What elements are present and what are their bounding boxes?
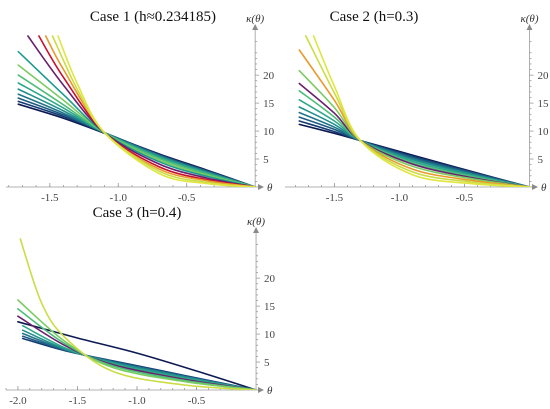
x-tick-label: -0.5 (178, 192, 196, 204)
y-tick-label: 20 (537, 70, 549, 82)
series-line-9 (17, 299, 257, 390)
y-axis-label: κ(θ) (246, 13, 264, 25)
series-group (17, 238, 257, 390)
chart-panel-2: Case 2 (h=0.3) θ κ(θ) -1.5 -1.0 -0.5 5 10 15 20 (285, 9, 549, 204)
series-line-1 (17, 321, 257, 390)
series-line-7 (17, 74, 256, 187)
series-line-11 (38, 35, 256, 187)
y-tick-label: 15 (537, 98, 549, 110)
y-tick-label: 10 (537, 126, 549, 138)
chart-title: Case 3 (h=0.4) (93, 205, 182, 221)
x-axis-label: θ (267, 385, 273, 397)
y-tick-label: 10 (264, 329, 276, 341)
x-tick-label: -1.0 (128, 395, 146, 407)
y-tick-label: 5 (264, 357, 270, 369)
x-tick-label: -1.0 (110, 192, 128, 204)
x-tick-label: -0.5 (188, 395, 206, 407)
y-axis-arrow (526, 24, 533, 30)
y-axis-arrow (253, 227, 260, 233)
y-tick-label: 15 (264, 301, 276, 313)
series-line-13 (51, 35, 256, 187)
x-axis-arrow (258, 184, 264, 190)
series-group (298, 35, 531, 187)
x-tick-label: -1.5 (326, 192, 344, 204)
y-axis-arrow (252, 24, 259, 30)
series-line-7 (298, 90, 531, 187)
y-axis-label: κ(θ) (520, 13, 538, 25)
x-tick-label: -1.5 (41, 192, 59, 204)
series-line-8 (17, 64, 256, 187)
y-tick-label: 5 (263, 154, 269, 166)
series-line-10 (19, 238, 257, 390)
series-line-12 (312, 35, 531, 187)
series-line-4 (17, 93, 256, 187)
series-line-5 (17, 88, 256, 187)
series-line-9 (17, 50, 256, 187)
x-axis-label: θ (541, 182, 547, 194)
chart-panel-3: Case 3 (h=0.4) θ κ(θ) -2.0 -1.5 -1.0 -0.5 5 10 15… (5, 205, 276, 407)
chart-panel-1: Case 1 (h≈0.234185) θ κ(θ) -1.5 -1.0 -0.5 5 10 1… (6, 9, 275, 204)
chart-title: Case 2 (h=0.3) (330, 9, 419, 25)
x-tick-label: -2.0 (9, 395, 27, 407)
x-tick-label: -1.0 (391, 192, 409, 204)
series-line-8 (298, 82, 531, 187)
series-line-6 (298, 99, 531, 187)
x-axis-arrow (258, 387, 264, 393)
x-tick-label: -0.5 (456, 192, 474, 204)
x-axis-label: θ (267, 182, 273, 194)
chart-title: Case 1 (h≈0.234185) (90, 9, 216, 25)
y-tick-label: 20 (264, 273, 276, 285)
series-line-14 (57, 35, 256, 187)
y-tick-label: 15 (263, 98, 275, 110)
series-line-11 (305, 35, 531, 187)
series-line-10 (298, 49, 531, 187)
series-line-5 (298, 106, 531, 187)
y-tick-label: 5 (537, 154, 543, 166)
y-tick-label: 10 (263, 126, 275, 138)
series-line-10 (27, 35, 256, 187)
series-group (17, 35, 256, 187)
y-tick-label: 20 (263, 70, 275, 82)
x-axis-arrow (532, 184, 538, 190)
y-axis-label: κ(θ) (247, 216, 265, 228)
x-tick-label: -1.5 (69, 395, 87, 407)
series-line-9 (298, 69, 531, 187)
series-line-3 (17, 97, 256, 187)
